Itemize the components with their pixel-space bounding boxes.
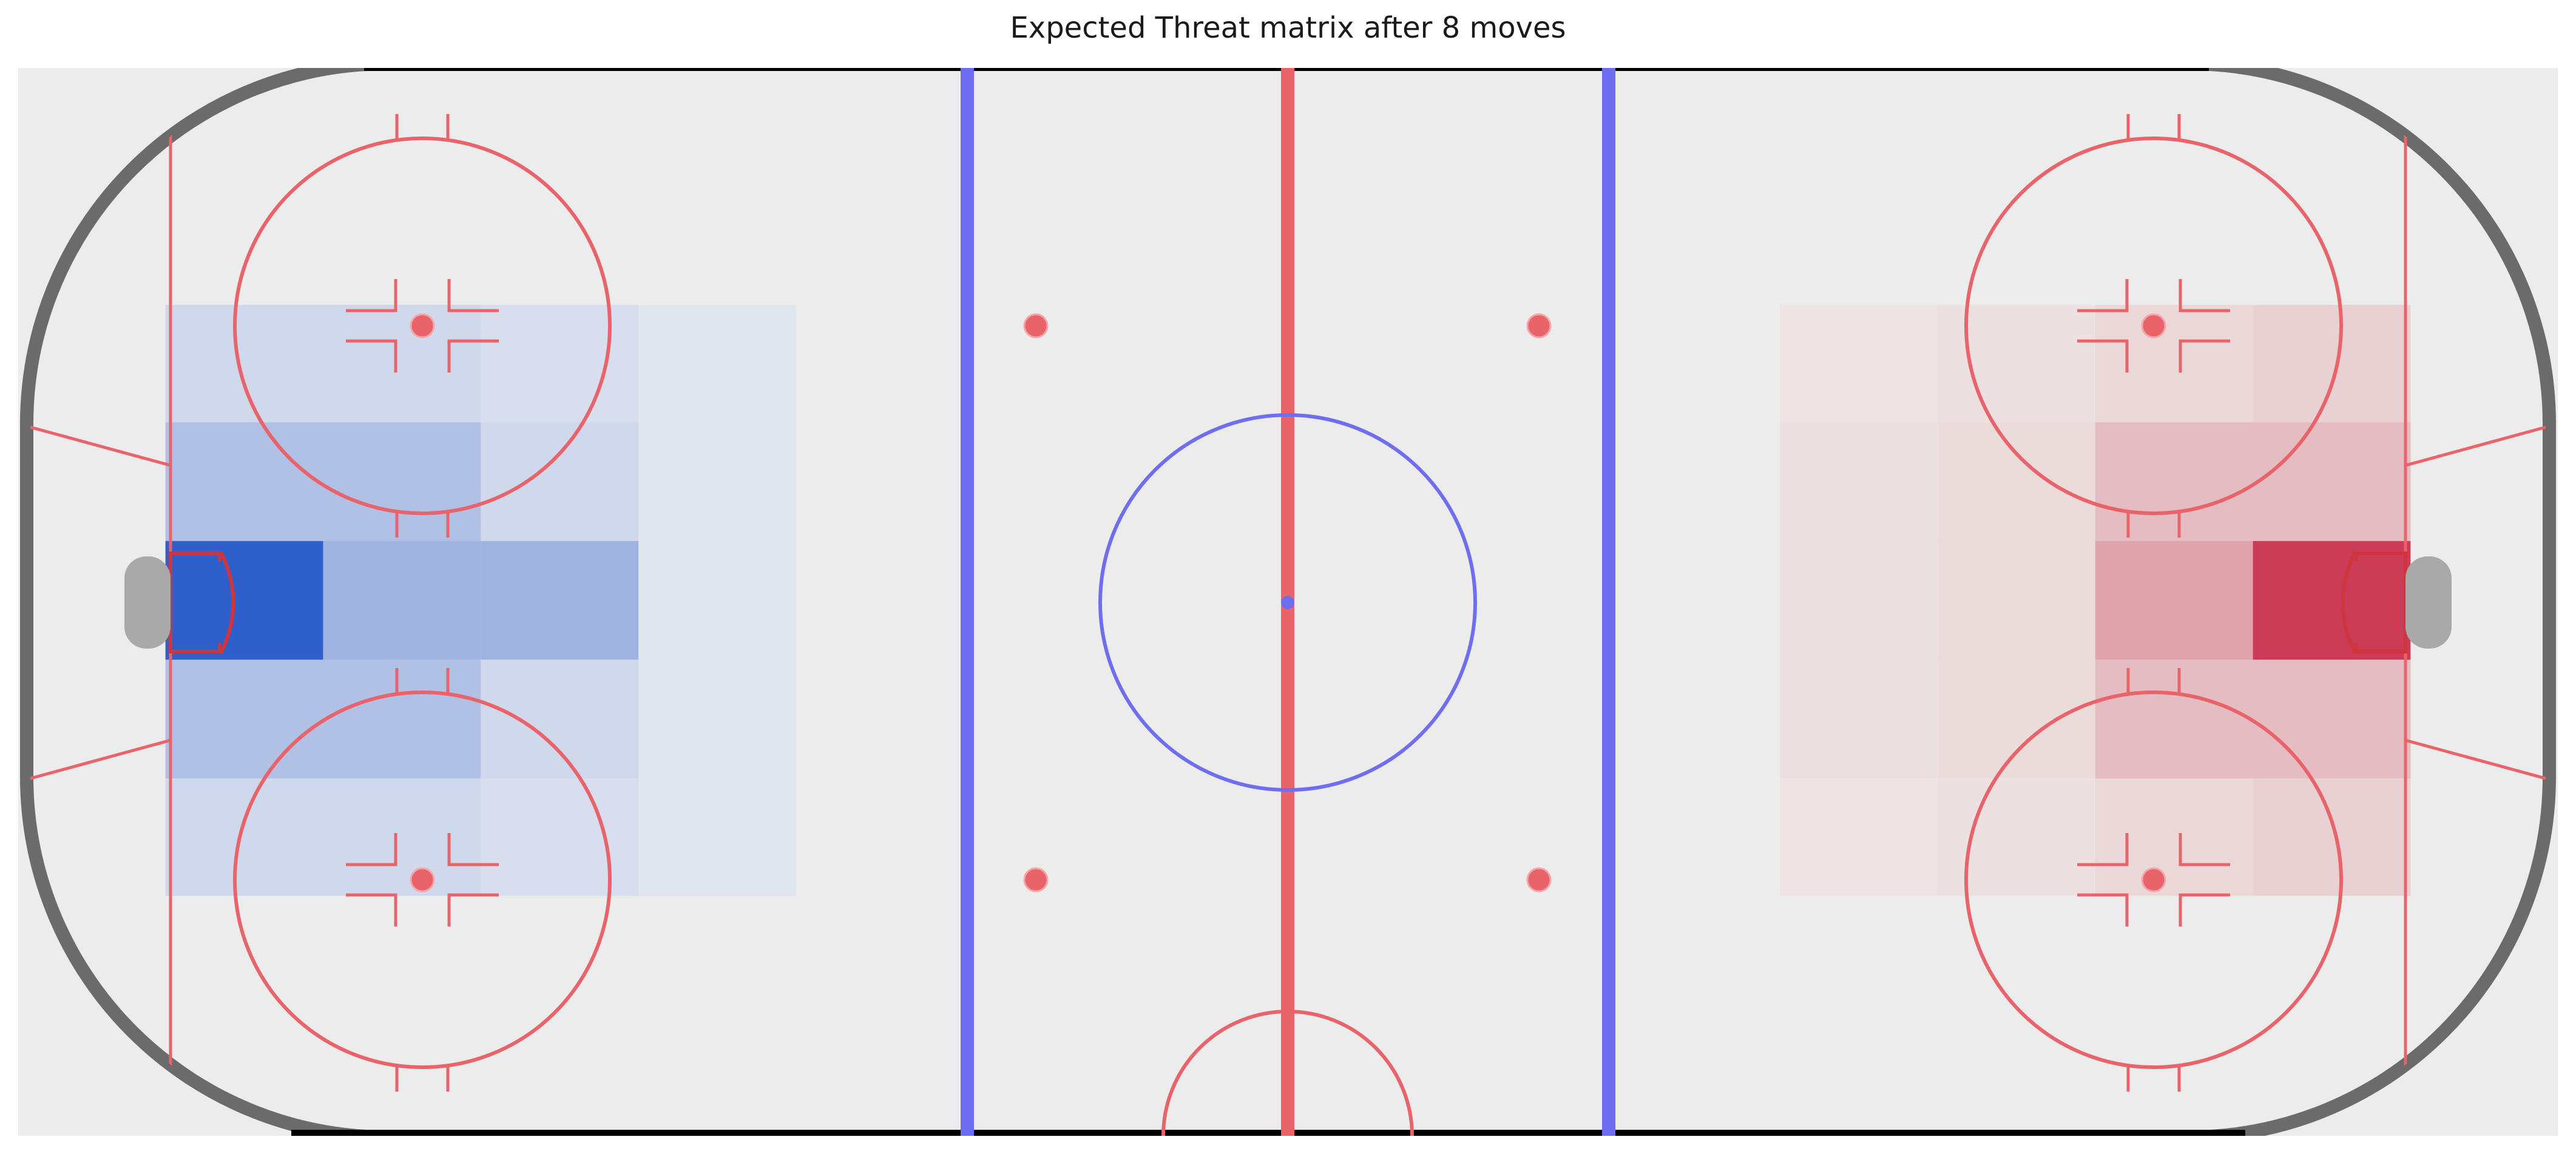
neutral-zone-dot: [1526, 313, 1552, 339]
trapezoid-line: [2405, 425, 2546, 467]
heatmap-cell: [638, 778, 796, 896]
heatmap-cell: [481, 660, 639, 778]
goal-net-left: [124, 556, 171, 649]
heatmap-right-zone: [1780, 305, 2411, 896]
heatmap-cell: [323, 422, 481, 541]
heatmap-cell: [2253, 422, 2411, 541]
heatmap-cell: [638, 305, 796, 423]
referee-crease: [1161, 1010, 1414, 1136]
heatmap-cell: [323, 305, 481, 423]
faceoff-circle-right-top: [1964, 114, 2343, 538]
heatmap-cell: [323, 541, 481, 660]
heatmap-cell: [1937, 778, 2095, 896]
heatmap-cell: [481, 778, 639, 896]
heatmap-cell: [481, 422, 639, 541]
heatmap-left-zone: [165, 305, 796, 896]
center-faceoff-circle: [1098, 413, 1477, 792]
heatmap-cell: [1937, 305, 2095, 423]
faceoff-circle-left-bottom: [233, 668, 612, 1092]
faceoff-circle-left-top: [233, 114, 612, 538]
neutral-zone-dot: [1023, 313, 1049, 339]
chart-title: Expected Threat matrix after 8 moves: [1010, 11, 1566, 45]
goal-crease-right: [2341, 552, 2407, 653]
goal-net-right: [2405, 556, 2452, 649]
heatmap-cell: [1780, 778, 1938, 896]
blue-line-left: [961, 68, 974, 1136]
neutral-zone-dot: [1526, 867, 1552, 893]
heatmap-cell: [165, 541, 323, 660]
heatmap-cell: [2095, 778, 2253, 896]
heatmap-cell: [323, 778, 481, 896]
heatmap-cell: [481, 541, 639, 660]
heatmap-cell: [1780, 660, 1938, 778]
heatmap-cell: [1937, 660, 2095, 778]
heatmap-cell: [1937, 541, 2095, 660]
faceoff-circle-right-bottom: [1964, 668, 2343, 1092]
heatmap-cell: [638, 660, 796, 778]
heatmap-cell: [1780, 541, 1938, 660]
heatmap-cell: [1780, 422, 1938, 541]
heatmap-cell: [2253, 778, 2411, 896]
heatmap-cell: [2253, 660, 2411, 778]
heatmap-cell: [165, 660, 323, 778]
trapezoid-line: [2405, 738, 2546, 780]
heatmap-cell: [638, 422, 796, 541]
heatmap-cell: [2095, 422, 2253, 541]
heatmap-cell: [638, 541, 796, 660]
heatmap-cell: [2095, 305, 2253, 423]
center-faceoff-dot: [1281, 596, 1294, 609]
goal-crease-left: [169, 552, 235, 653]
heatmap-cell: [1937, 422, 2095, 541]
heatmap-cell: [165, 778, 323, 896]
heatmap-cell: [2095, 541, 2253, 660]
heatmap-cell: [165, 422, 323, 541]
heatmap-cell: [2253, 541, 2411, 660]
trapezoid-line: [30, 738, 171, 780]
heatmap-cell: [481, 305, 639, 423]
heatmap-cell: [2095, 660, 2253, 778]
heatmap-cell: [323, 660, 481, 778]
blue-line-right: [1602, 68, 1615, 1136]
heatmap-cell: [165, 305, 323, 423]
neutral-zone-dot: [1023, 867, 1049, 893]
heatmap-cell: [2253, 305, 2411, 423]
trapezoid-line: [30, 425, 171, 467]
heatmap-cell: [1780, 305, 1938, 423]
